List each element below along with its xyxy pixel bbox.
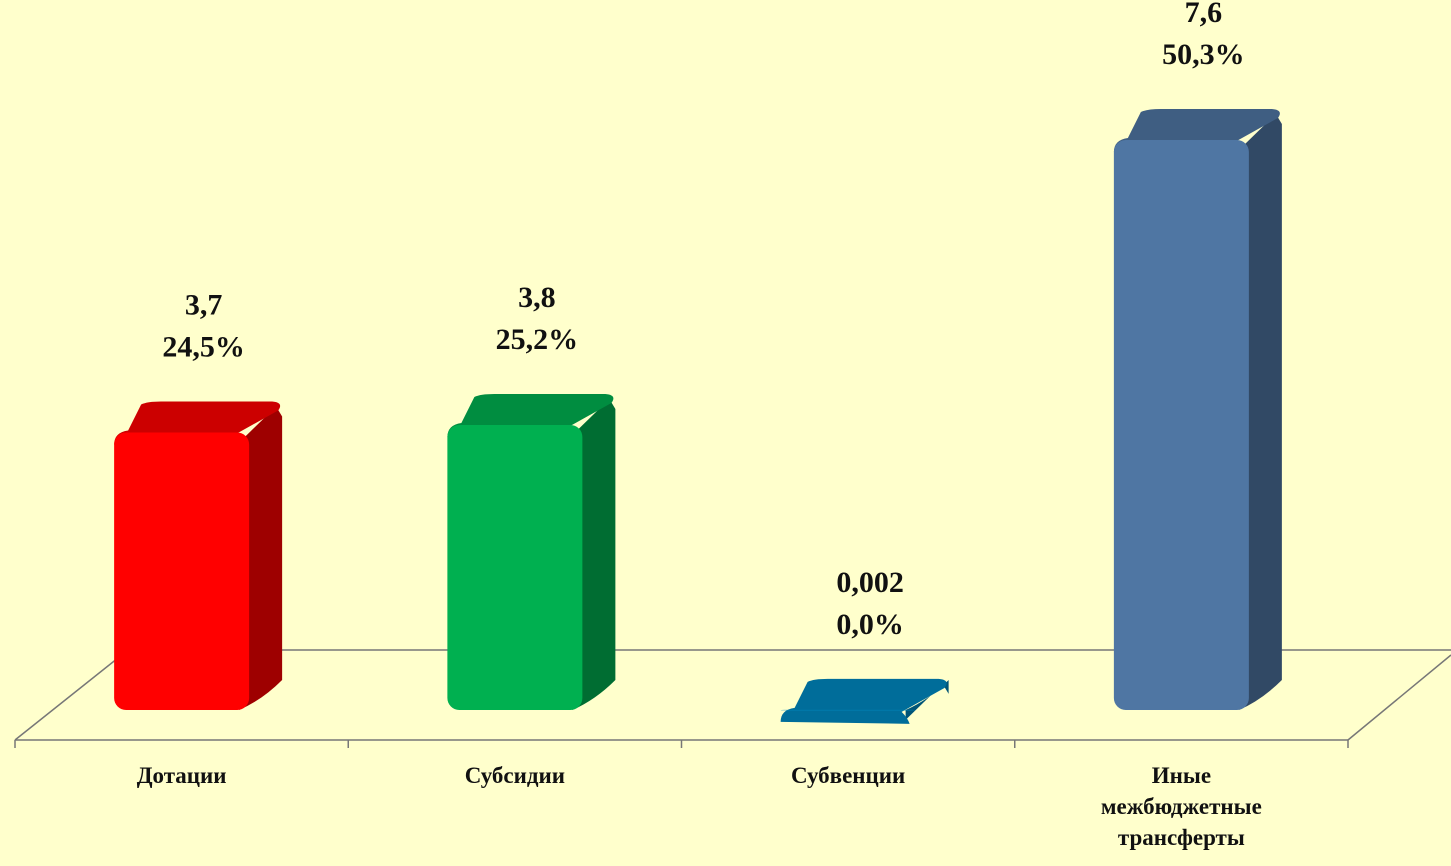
bar-front (1113, 140, 1249, 710)
value-label: 3,7 (185, 289, 223, 322)
x-tick-label: Субсидии (464, 763, 566, 788)
value-label: 0,002 (836, 566, 904, 599)
share-label: 50,3% (1162, 38, 1245, 71)
bar-side (239, 406, 283, 710)
x-tick-label: Иные межбюджетные трансферты (1100, 763, 1262, 850)
x-tick-label-box: Иные межбюджетные трансферты (1100, 763, 1262, 850)
x-tick-label: Субвенции (790, 763, 906, 788)
x-tick-label-box: Субсидии (464, 763, 566, 788)
bar-front (780, 709, 916, 711)
bar-side (1238, 114, 1282, 710)
x-tick-label-box: Дотации (136, 763, 227, 788)
bar-top (780, 678, 947, 724)
x-tick-label: Дотации (136, 763, 227, 788)
share-label: 24,5% (162, 331, 245, 364)
share-label: 25,2% (496, 323, 579, 356)
value-label: 7,6 (1185, 0, 1223, 29)
floor-side (1347, 654, 1451, 741)
bar-front (114, 432, 250, 710)
value-label: 3,8 (518, 281, 556, 314)
bar-front (447, 425, 583, 710)
share-label: 0,0% (836, 608, 904, 641)
bar-side (572, 399, 616, 710)
x-tick-label-box: Субвенции (790, 763, 906, 788)
